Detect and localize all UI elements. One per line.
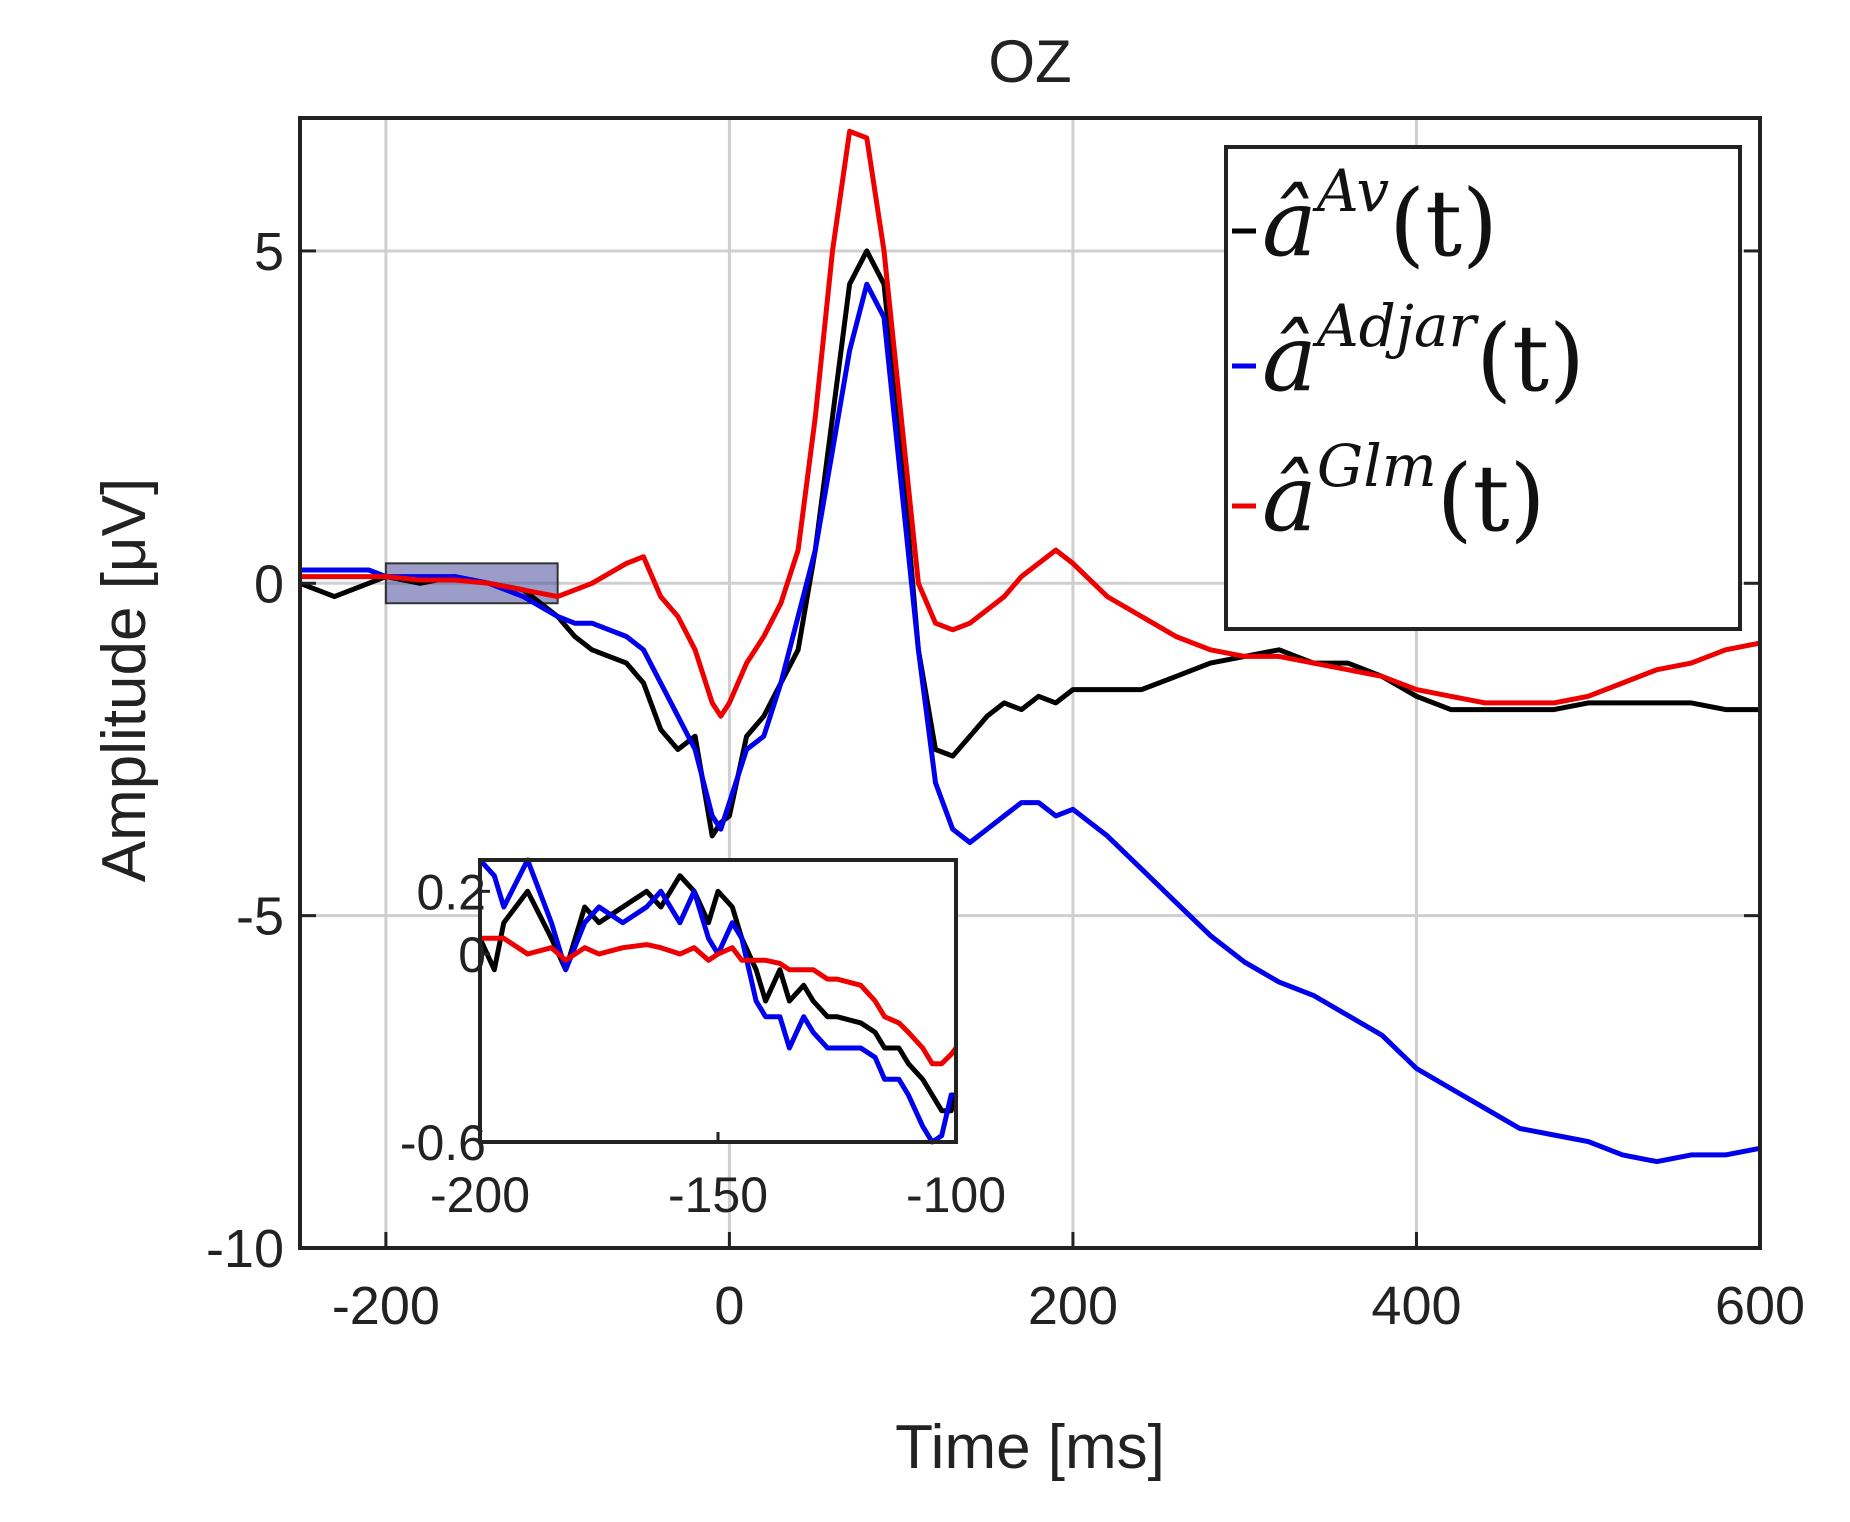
y-tick-label: -10	[206, 1219, 284, 1279]
legend-argument: (t)	[1437, 445, 1546, 552]
legend-box	[1224, 145, 1742, 631]
legend-entries: âAv(t)âAdjar(t)âGlm(t)	[1232, 157, 1585, 552]
legend-base: â	[1262, 445, 1317, 552]
legend-entry-adjar: âAdjar(t)	[1232, 292, 1585, 412]
chart-title: OZ	[988, 28, 1071, 95]
inset-xtick-labels: -200 -150 -100	[430, 1167, 1006, 1223]
main-xtick-labels: -200 0 200 400 600	[332, 1276, 1805, 1336]
x-tick-label: 200	[1028, 1276, 1118, 1336]
inset-y-tick-label: 0.2	[416, 864, 486, 920]
legend: âAv(t)âAdjar(t)âGlm(t)	[1224, 145, 1742, 631]
inset-x-tick-label: -150	[668, 1167, 768, 1223]
legend-label: âAdjar(t)	[1262, 292, 1585, 412]
inset-series-line-2	[480, 935, 958, 1067]
main-series	[299, 128, 1761, 1165]
legend-label: âGlm(t)	[1262, 432, 1546, 552]
legend-superscript: Glm	[1317, 432, 1437, 500]
y-tick-label: -5	[236, 887, 284, 947]
x-tick-label: 400	[1371, 1276, 1461, 1336]
inset-series-line-1	[478, 857, 956, 1145]
legend-superscript: Av	[1312, 157, 1390, 225]
series-line-glm	[300, 128, 1761, 719]
main-ytick-labels: -10 -5 0 5	[206, 222, 284, 1279]
legend-entry-av: âAv(t)	[1232, 157, 1498, 277]
y-axis-title: Amplitude [μV]	[90, 478, 159, 882]
inset-y-tick-label: 0	[458, 927, 486, 983]
inset-background	[480, 860, 956, 1142]
inset-x-tick-label: -200	[430, 1167, 530, 1223]
inset-series-line-0	[477, 873, 959, 1114]
inset-ticks	[478, 889, 958, 1144]
legend-base: â	[1262, 305, 1317, 412]
x-tick-label: 600	[1715, 1276, 1805, 1336]
y-tick-label: 5	[254, 222, 284, 282]
main-plot-frame	[298, 116, 1762, 1250]
legend-base: â	[1262, 170, 1317, 277]
legend-entry-glm: âGlm(t)	[1232, 432, 1546, 552]
inset-x-tick-label: -100	[906, 1167, 1006, 1223]
x-axis-title: Time [ms]	[895, 1413, 1165, 1482]
series-line-adjar	[300, 281, 1761, 1165]
legend-argument: (t)	[1476, 305, 1585, 412]
y-tick-label: 0	[254, 554, 284, 614]
legend-argument: (t)	[1389, 170, 1498, 277]
x-tick-label: -200	[332, 1276, 440, 1336]
inset-chart: -200 -150 -100 -0.6 0 0.2	[400, 857, 1006, 1223]
x-tick-label: 0	[714, 1276, 744, 1336]
inset-y-tick-label: -0.6	[400, 1115, 486, 1171]
main-ticks	[300, 249, 1762, 1250]
legend-superscript: Adjar	[1312, 292, 1480, 360]
inset-ytick-labels: -0.6 0 0.2	[400, 864, 486, 1171]
legend-label: âAv(t)	[1262, 157, 1498, 277]
inset-series	[477, 857, 959, 1145]
